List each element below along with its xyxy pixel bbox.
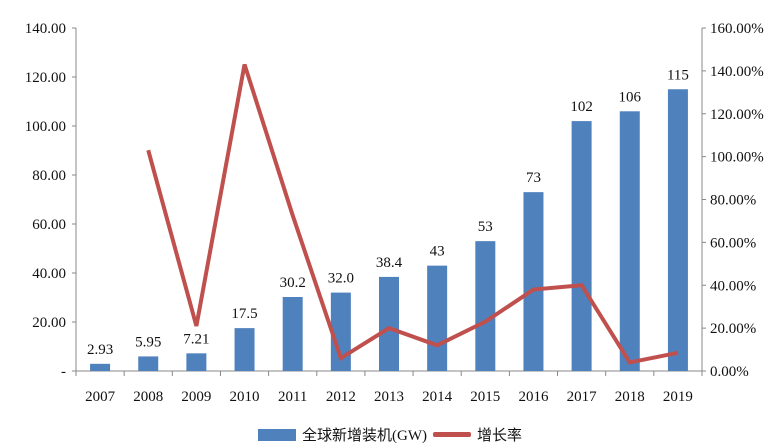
bar-2009 — [186, 353, 207, 371]
legend: 全球新增装机(GW) 增长率 — [0, 424, 780, 445]
bar-2012 — [330, 292, 351, 371]
left-tick-label: 140.00 — [25, 21, 66, 37]
left-tick-label: 40.00 — [32, 266, 66, 282]
x-tick-label: 2016 — [518, 389, 549, 405]
x-tick-label: 2007 — [85, 389, 116, 405]
bar-2016 — [523, 192, 544, 371]
x-tick-label: 2009 — [181, 389, 211, 405]
left-tick-label: 120.00 — [25, 70, 66, 86]
x-tick-label: 2012 — [326, 389, 356, 405]
chart: - 20.00 40.00 60.00 80.00 100.00 120.00 140.00 0… — [25, 21, 764, 405]
bar-2019 — [667, 89, 688, 371]
x-tick-label: 2018 — [615, 389, 645, 405]
bar-value-label: 53 — [478, 219, 493, 235]
legend-bar-swatch — [258, 428, 296, 441]
bar-value-label: 38.4 — [376, 255, 403, 271]
bar-2007 — [90, 363, 111, 371]
right-tick-label: 160.00% — [710, 21, 764, 37]
x-tick-label: 2019 — [663, 389, 693, 405]
x-tick-label: 2013 — [374, 389, 404, 405]
right-tick-label: 60.00% — [710, 235, 756, 251]
bar-value-label: 73 — [526, 170, 541, 186]
bar-value-label: 115 — [667, 67, 689, 83]
bar-value-label: 43 — [430, 244, 445, 260]
right-tick-label: 140.00% — [710, 64, 764, 80]
left-tick-label: 20.00 — [32, 315, 66, 331]
bar-value-label: 2.93 — [87, 342, 113, 358]
left-tick-label: 80.00 — [32, 168, 66, 184]
bar-value-label: 7.21 — [183, 331, 209, 347]
right-tick-label: 20.00% — [710, 321, 756, 337]
bar-2008 — [138, 356, 159, 371]
bar-2018 — [619, 111, 640, 372]
x-tick-label: 2014 — [422, 389, 453, 405]
bar-2011 — [282, 297, 303, 371]
x-tick-label: 2008 — [133, 389, 163, 405]
left-tick-label: 100.00 — [25, 119, 66, 135]
right-tick-label: 100.00% — [710, 150, 764, 166]
right-tick-label: 80.00% — [710, 193, 756, 209]
x-tick-label: 2015 — [470, 389, 500, 405]
right-tick-label: 120.00% — [710, 107, 764, 123]
left-tick-label: 60.00 — [32, 217, 66, 233]
right-tick-label: 40.00% — [710, 278, 756, 294]
x-tick-label: 2017 — [567, 389, 598, 405]
bar-2014 — [427, 265, 448, 371]
x-tick-label: 2011 — [278, 389, 307, 405]
bar-value-label: 17.5 — [231, 306, 257, 322]
bar-2010 — [234, 328, 255, 371]
bar-2015 — [475, 241, 496, 371]
legend-line-swatch — [432, 432, 471, 437]
bar-value-label: 5.95 — [135, 334, 161, 350]
right-tick-label: 0.00% — [710, 364, 749, 380]
bar-value-label: 30.2 — [280, 275, 306, 291]
bar-value-label: 102 — [570, 99, 593, 115]
bar-2017 — [571, 121, 592, 371]
bar-value-label: 106 — [619, 89, 642, 105]
bar-value-label: 32.0 — [328, 271, 354, 287]
bar-2013 — [379, 276, 399, 371]
legend-line-label: 增长率 — [476, 428, 522, 444]
legend-bar-label: 全球新增装机(GW) — [302, 428, 427, 444]
x-tick-label: 2010 — [230, 389, 260, 405]
growth-rate-line — [146, 63, 679, 365]
left-tick-label: - — [61, 364, 66, 380]
